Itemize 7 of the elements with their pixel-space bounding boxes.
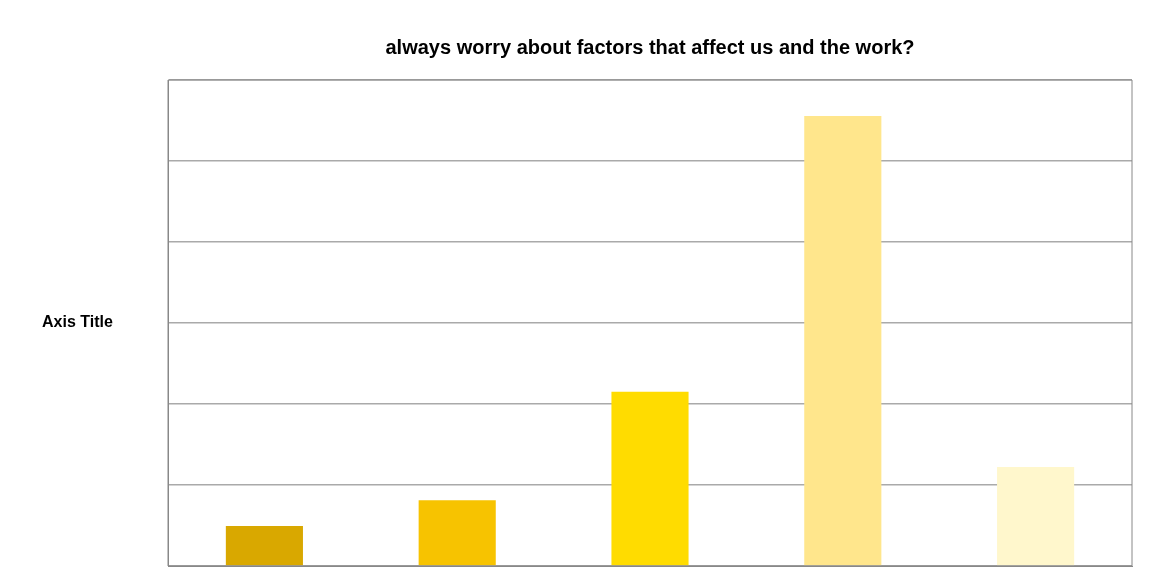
bar bbox=[418, 500, 496, 566]
y-axis-title: Axis Title bbox=[42, 313, 113, 331]
chart-title: always worry about factors that affect us and the work? bbox=[385, 35, 915, 58]
bar bbox=[997, 467, 1075, 566]
bar bbox=[225, 525, 303, 566]
bar bbox=[611, 391, 689, 566]
bar bbox=[804, 116, 882, 566]
